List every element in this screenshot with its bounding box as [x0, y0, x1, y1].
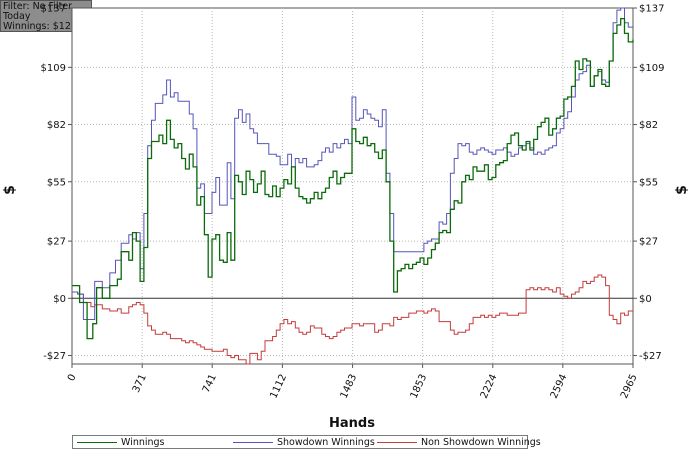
y-tick-label-right: $27 [639, 237, 658, 248]
x-tick-label: 2594 [549, 373, 570, 401]
y-tick-label-left: $55 [47, 177, 66, 188]
legend-label-non-showdown: Non Showdown Winnings [421, 436, 541, 448]
y-tick-label-right: $55 [639, 177, 658, 188]
date-range-label: Today [3, 11, 31, 22]
winnings-line [72, 17, 634, 340]
legend-swatch-showdown [233, 441, 273, 443]
legend-item-non-showdown: Non Showdown Winnings [377, 436, 541, 448]
legend-item-showdown: Showdown Winnings [233, 436, 375, 448]
y-tick-label-left: $109 [41, 63, 66, 74]
y-axis-title-left: $ [2, 185, 18, 195]
x-tick-label: 0 [66, 373, 79, 383]
axis-labels: 0 371 741 1112 1483 1853 2224 2594 2965 -$27 -$27 $… [41, 4, 665, 401]
x-tick-label: 371 [131, 373, 149, 395]
y-axis-title-right: $ [674, 185, 690, 195]
series-lines [72, 7, 634, 365]
legend-swatch-winnings [77, 441, 117, 443]
x-tick-label: 1853 [409, 373, 430, 401]
y-tick-label-right: $0 [639, 294, 652, 305]
y-tick-label-right: $109 [639, 63, 664, 74]
x-tick-label: 741 [201, 373, 219, 395]
y-tick-label-right: -$27 [639, 351, 662, 362]
filter-label: Filter: No Filter [3, 1, 73, 12]
y-tick-label-left: -$27 [43, 351, 66, 362]
x-axis-title: Hands [329, 416, 375, 431]
winnings-total-label: Winnings: $122.42 [3, 21, 93, 32]
legend-label-winnings: Winnings [121, 436, 165, 448]
y-tick-label-left: $137 [41, 4, 66, 15]
y-tick-label-right: $137 [639, 4, 664, 15]
x-tick-label: 2224 [479, 373, 500, 401]
y-tick-label-left: $27 [47, 237, 66, 248]
x-tick-label: 1483 [339, 373, 360, 401]
x-tick-label: 1112 [268, 373, 289, 401]
grid-lines [72, 8, 633, 364]
y-tick-label-right: $82 [639, 120, 658, 131]
chart-legend: Winnings Showdown Winnings Non Showdown … [72, 435, 541, 449]
y-tick-label-left: $82 [47, 120, 66, 131]
legend-swatch-non-showdown [377, 441, 417, 443]
y-tick-label-left: $0 [53, 294, 66, 305]
non-showdown-winnings-line [72, 274, 633, 365]
legend-item-winnings: Winnings [77, 436, 165, 448]
legend-label-showdown: Showdown Winnings [277, 436, 375, 448]
x-tick-label: 2965 [619, 373, 640, 401]
showdown-winnings-line [72, 7, 633, 320]
